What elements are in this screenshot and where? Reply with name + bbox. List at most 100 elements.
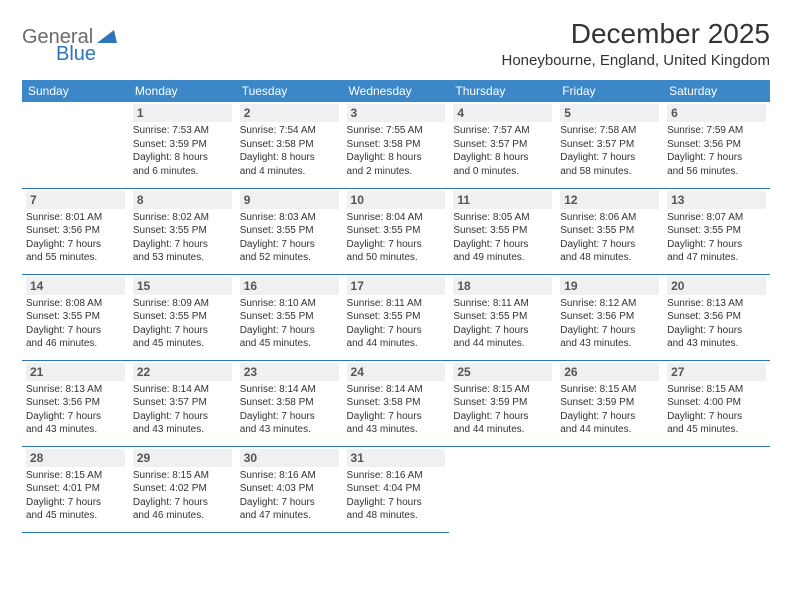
calendar-day-cell: 11 Sunrise: 8:05 AMSunset: 3:55 PMDayligh…	[449, 188, 556, 274]
daylight-text-1: Daylight: 8 hours	[453, 151, 552, 165]
day-number: 1	[133, 104, 232, 122]
daylight-text-2: and 45 minutes.	[240, 337, 339, 351]
daylight-text-2: and 43 minutes.	[240, 423, 339, 437]
sunrise-text: Sunrise: 7:55 AM	[347, 124, 446, 138]
calendar-day-cell	[663, 446, 770, 532]
day-number: 16	[240, 277, 339, 295]
sunset-text: Sunset: 3:57 PM	[560, 138, 659, 152]
calendar-day-cell: 1Sunrise: 7:53 AMSunset: 3:59 PMDaylight…	[129, 102, 236, 188]
daylight-text-1: Daylight: 8 hours	[240, 151, 339, 165]
daylight-text-1: Daylight: 7 hours	[667, 238, 766, 252]
sunset-text: Sunset: 3:55 PM	[453, 310, 552, 324]
day-info: Sunrise: 7:54 AMSunset: 3:58 PMDaylight:…	[240, 124, 339, 178]
day-number: 29	[133, 449, 232, 467]
daylight-text-2: and 56 minutes.	[667, 165, 766, 179]
day-number: 10	[347, 191, 446, 209]
day-number: 25	[453, 363, 552, 381]
calendar-day-cell: 7Sunrise: 8:01 AMSunset: 3:56 PMDaylight…	[22, 188, 129, 274]
day-info: Sunrise: 7:55 AMSunset: 3:58 PMDaylight:…	[347, 124, 446, 178]
day-info: Sunrise: 8:07 AMSunset: 3:55 PMDaylight:…	[667, 211, 766, 265]
day-number: 7	[26, 191, 125, 209]
calendar-day-cell: 23 Sunrise: 8:14 AMSunset: 3:58 PMDayligh…	[236, 360, 343, 446]
daylight-text-2: and 45 minutes.	[26, 509, 125, 523]
daylight-text-1: Daylight: 7 hours	[453, 238, 552, 252]
day-number: 9	[240, 191, 339, 209]
sunset-text: Sunset: 3:55 PM	[26, 310, 125, 324]
daylight-text-2: and 0 minutes.	[453, 165, 552, 179]
daylight-text-1: Daylight: 7 hours	[667, 324, 766, 338]
daylight-text-1: Daylight: 7 hours	[667, 151, 766, 165]
sunrise-text: Sunrise: 8:08 AM	[26, 297, 125, 311]
day-info: Sunrise: 8:15 AMSunset: 4:02 PMDaylight:…	[133, 469, 232, 523]
calendar-body: 1Sunrise: 7:53 AMSunset: 3:59 PMDaylight…	[22, 102, 770, 532]
calendar-day-cell: 20 Sunrise: 8:13 AMSunset: 3:56 PMDayligh…	[663, 274, 770, 360]
day-number: 31	[347, 449, 446, 467]
calendar-week-row: 21Sunrise: 8:13 AMSunset: 3:56 PMDayligh…	[22, 360, 770, 446]
day-info: Sunrise: 8:15 AMSunset: 4:01 PMDaylight:…	[26, 469, 125, 523]
daylight-text-2: and 44 minutes.	[347, 337, 446, 351]
day-info: Sunrise: 8:05 AMSunset: 3:55 PMDaylight:…	[453, 211, 552, 265]
sunrise-text: Sunrise: 8:15 AM	[667, 383, 766, 397]
daylight-text-1: Daylight: 7 hours	[560, 324, 659, 338]
sunrise-text: Sunrise: 8:01 AM	[26, 211, 125, 225]
daylight-text-1: Daylight: 7 hours	[453, 410, 552, 424]
day-number: 20	[667, 277, 766, 295]
daylight-text-2: and 58 minutes.	[560, 165, 659, 179]
calendar-day-cell: 5Sunrise: 7:58 AMSunset: 3:57 PMDaylight…	[556, 102, 663, 188]
calendar-day-cell: 30Sunrise: 8:16 AMSunset: 4:03 PMDayligh…	[236, 446, 343, 532]
calendar-day-cell: 26Sunrise: 8:15 AMSunset: 3:59 PMDayligh…	[556, 360, 663, 446]
calendar-day-cell: 22Sunrise: 8:14 AMSunset: 3:57 PMDayligh…	[129, 360, 236, 446]
calendar-week-row: 1Sunrise: 7:53 AMSunset: 3:59 PMDaylight…	[22, 102, 770, 188]
logo-word-2: Blue	[56, 43, 792, 66]
day-info: Sunrise: 8:15 AMSunset: 3:59 PMDaylight:…	[453, 383, 552, 437]
calendar-day-cell: 29 Sunrise: 8:15 AMSunset: 4:02 PMDayligh…	[129, 446, 236, 532]
day-info: Sunrise: 8:11 AMSunset: 3:55 PMDaylight:…	[347, 297, 446, 351]
day-info: Sunrise: 8:09 AMSunset: 3:55 PMDaylight:…	[133, 297, 232, 351]
sunset-text: Sunset: 3:58 PM	[240, 396, 339, 410]
day-info: Sunrise: 8:14 AMSunset: 3:57 PMDaylight:…	[133, 383, 232, 437]
daylight-text-1: Daylight: 7 hours	[560, 151, 659, 165]
day-info: Sunrise: 8:08 AMSunset: 3:55 PMDaylight:…	[26, 297, 125, 351]
day-info: Sunrise: 8:15 AMSunset: 4:00 PMDaylight:…	[667, 383, 766, 437]
day-info: Sunrise: 8:16 AMSunset: 4:04 PMDaylight:…	[347, 469, 446, 523]
weekday-header: Thursday	[449, 80, 556, 102]
sunrise-text: Sunrise: 8:16 AM	[240, 469, 339, 483]
sunrise-text: Sunrise: 8:14 AM	[240, 383, 339, 397]
sunset-text: Sunset: 3:55 PM	[347, 224, 446, 238]
sunrise-text: Sunrise: 8:15 AM	[560, 383, 659, 397]
sunrise-text: Sunrise: 8:14 AM	[133, 383, 232, 397]
day-info: Sunrise: 8:14 AMSunset: 3:58 PMDaylight:…	[347, 383, 446, 437]
daylight-text-1: Daylight: 7 hours	[240, 324, 339, 338]
sunset-text: Sunset: 3:55 PM	[133, 224, 232, 238]
sunrise-text: Sunrise: 8:15 AM	[453, 383, 552, 397]
sunset-text: Sunset: 3:57 PM	[453, 138, 552, 152]
daylight-text-1: Daylight: 7 hours	[240, 410, 339, 424]
day-number: 27	[667, 363, 766, 381]
sunrise-text: Sunrise: 8:12 AM	[560, 297, 659, 311]
sunrise-text: Sunrise: 8:02 AM	[133, 211, 232, 225]
calendar-day-cell: 15Sunrise: 8:09 AMSunset: 3:55 PMDayligh…	[129, 274, 236, 360]
daylight-text-2: and 48 minutes.	[347, 509, 446, 523]
day-number: 21	[26, 363, 125, 381]
day-info: Sunrise: 8:13 AMSunset: 3:56 PMDaylight:…	[667, 297, 766, 351]
sunrise-text: Sunrise: 8:14 AM	[347, 383, 446, 397]
calendar-day-cell: 18Sunrise: 8:11 AMSunset: 3:55 PMDayligh…	[449, 274, 556, 360]
sunrise-text: Sunrise: 8:15 AM	[133, 469, 232, 483]
calendar-day-cell: 16Sunrise: 8:10 AMSunset: 3:55 PMDayligh…	[236, 274, 343, 360]
day-number: 8	[133, 191, 232, 209]
day-number: 11	[453, 191, 552, 209]
calendar-day-cell: 31 Sunrise: 8:16 AMSunset: 4:04 PMDayligh…	[343, 446, 450, 532]
sunrise-text: Sunrise: 7:58 AM	[560, 124, 659, 138]
sunset-text: Sunset: 4:03 PM	[240, 482, 339, 496]
daylight-text-1: Daylight: 8 hours	[133, 151, 232, 165]
day-number: 4	[453, 104, 552, 122]
day-number: 19	[560, 277, 659, 295]
calendar-day-cell: 25 Sunrise: 8:15 AMSunset: 3:59 PMDayligh…	[449, 360, 556, 446]
daylight-text-2: and 44 minutes.	[560, 423, 659, 437]
day-number: 23	[240, 363, 339, 381]
day-number: 2	[240, 104, 339, 122]
day-info: Sunrise: 8:03 AMSunset: 3:55 PMDaylight:…	[240, 211, 339, 265]
day-number: 18	[453, 277, 552, 295]
calendar-day-cell: 21Sunrise: 8:13 AMSunset: 3:56 PMDayligh…	[22, 360, 129, 446]
sunset-text: Sunset: 3:56 PM	[26, 224, 125, 238]
